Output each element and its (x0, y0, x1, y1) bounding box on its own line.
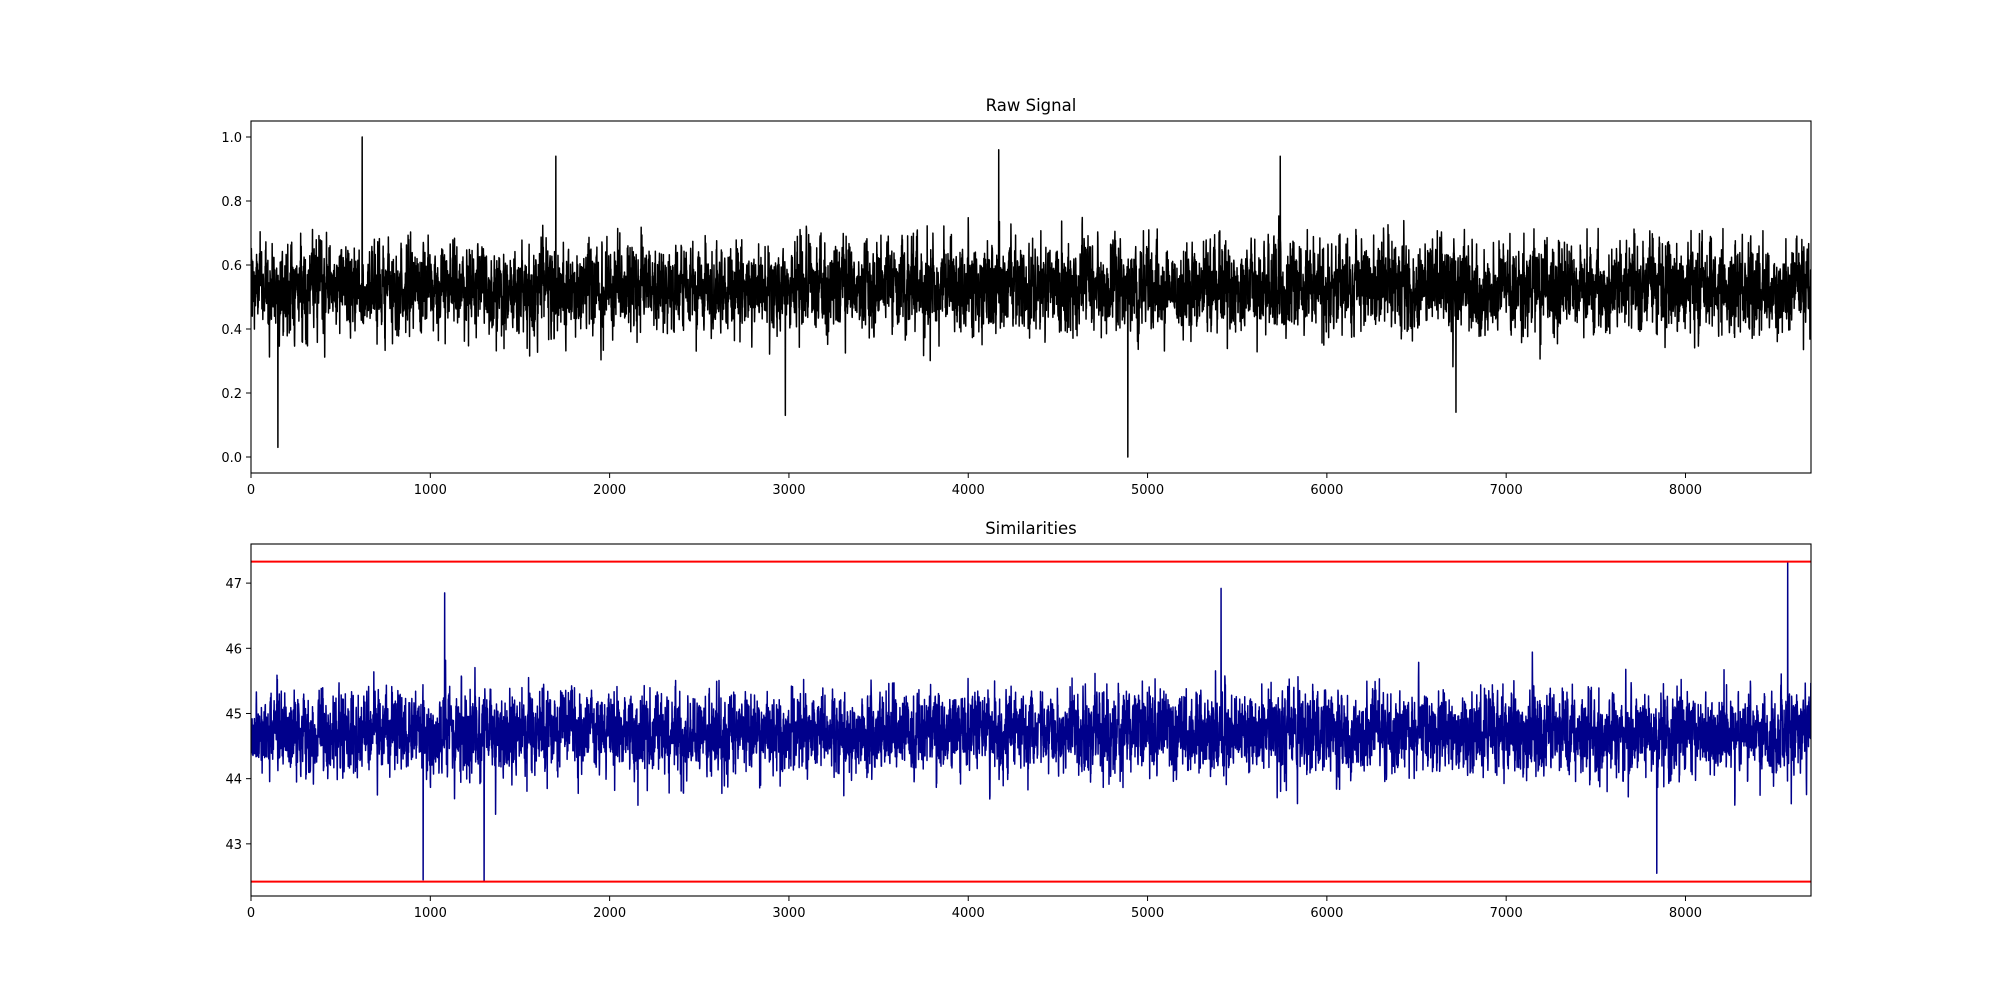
raw-signal-plot-area (251, 136, 1811, 458)
y-tick-label: 45 (225, 707, 242, 722)
similarities-axes-ticks: 0 1000 2000 3000 4000 5000 6000 7000 8000 43 44 45 4… (225, 577, 1702, 921)
raw-signal-axes-frame (250, 120, 1812, 474)
x-tick-label: 4000 (952, 483, 985, 498)
raw-signal-title: Raw Signal (986, 96, 1077, 115)
x-tick-label: 0 (247, 906, 255, 921)
similarities-title: Similarities (985, 519, 1077, 538)
x-tick-label: 2000 (593, 906, 626, 921)
series-line-1-0 (251, 560, 1811, 883)
x-tick-label: 2000 (593, 483, 626, 498)
x-tick-label: 6000 (1310, 906, 1343, 921)
x-tick-label: 1000 (414, 483, 447, 498)
x-tick-label: 3000 (772, 483, 805, 498)
x-tick-label: 0 (247, 483, 255, 498)
similarities-axes-frame (250, 543, 1812, 897)
x-tick-label: 4000 (952, 906, 985, 921)
x-tick-label: 7000 (1490, 906, 1523, 921)
x-tick-label: 7000 (1490, 483, 1523, 498)
x-tick-label: 6000 (1310, 483, 1343, 498)
x-tick-label: 5000 (1131, 483, 1164, 498)
y-tick-label: 47 (225, 577, 242, 592)
raw-signal-axes-ticks: 0 1000 2000 3000 4000 5000 6000 7000 8000 0.0 0.2 0… (221, 131, 1702, 498)
x-tick-label: 5000 (1131, 906, 1164, 921)
y-tick-label: 0.4 (221, 323, 242, 338)
similarities-plot-area (251, 560, 1811, 883)
y-tick-label: 0.6 (221, 259, 242, 274)
x-tick-label: 8000 (1669, 906, 1702, 921)
x-tick-label: 1000 (414, 906, 447, 921)
x-tick-label: 8000 (1669, 483, 1702, 498)
similarities-panel: Similarities 0 1000 2000 3000 4000 5000 6000 70… (225, 519, 1812, 921)
x-tick-label: 3000 (772, 906, 805, 921)
y-tick-label: 46 (225, 642, 242, 657)
series-line-0-0 (251, 136, 1811, 458)
y-tick-label: 0.0 (221, 451, 242, 466)
y-tick-label: 43 (225, 838, 242, 853)
y-tick-label: 44 (225, 773, 242, 788)
y-tick-label: 0.2 (221, 387, 242, 402)
y-tick-label: 0.8 (221, 195, 242, 210)
y-tick-label: 1.0 (221, 131, 242, 146)
raw-signal-panel: Raw Signal 0 1000 2000 3000 4000 5000 6000 7000… (221, 96, 1812, 498)
